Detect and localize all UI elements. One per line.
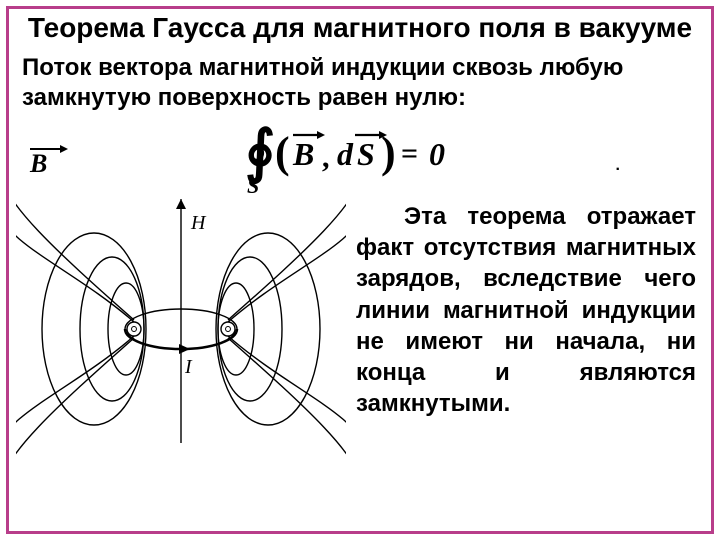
svg-text:B: B [292, 136, 314, 172]
svg-text:d: d [337, 136, 354, 172]
magnetic-dipole-diagram: HI [16, 181, 346, 461]
svg-text:0: 0 [429, 136, 445, 172]
svg-text:): ) [381, 128, 396, 177]
svg-text:=: = [401, 137, 418, 170]
diagram-column: HI [16, 201, 346, 461]
svg-text:,: , [322, 141, 330, 174]
svg-text:S: S [357, 136, 375, 172]
svg-text:I: I [184, 356, 193, 378]
svg-text:(: ( [275, 128, 290, 177]
vector-b-label: B [30, 149, 47, 179]
statement-period: . [616, 157, 620, 175]
svg-text:H: H [190, 212, 207, 234]
